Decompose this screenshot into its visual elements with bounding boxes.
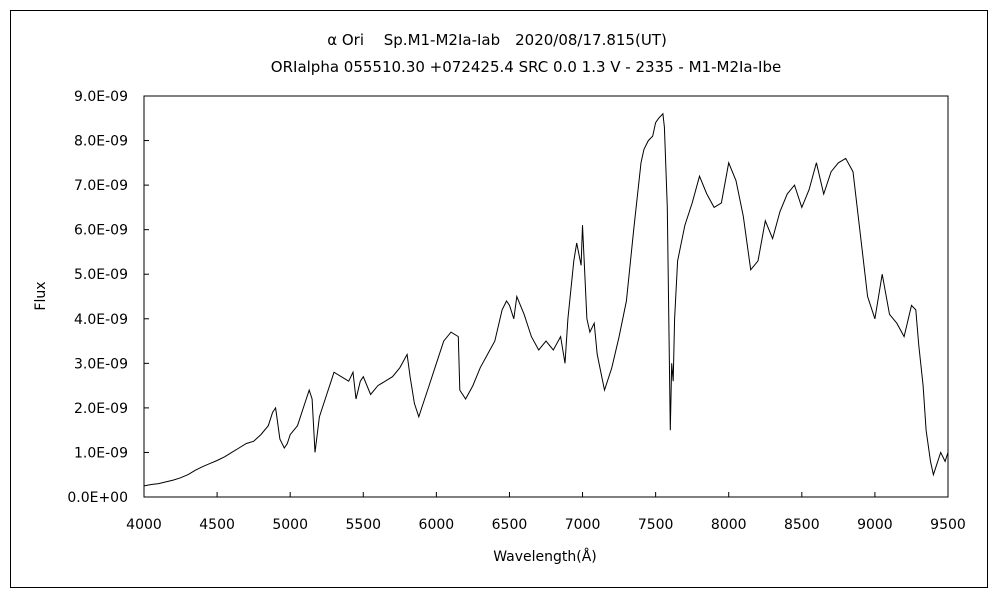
chart-title: α Ori Sp.M1-M2Ia-Iab 2020/08/17.815(UT) [327, 31, 667, 49]
x-axis: 4000 4500 5000 5500 6000 6500 7000 7500 8000 8500… [126, 492, 966, 533]
chart-frame [10, 10, 988, 588]
chart-subtitle: ORIalpha 055510.30 +072425.4 SRC 0.0 1.3… [271, 58, 781, 76]
y-tick-label: 6.0E-09 [74, 223, 128, 239]
x-tick-label: 4500 [199, 517, 235, 533]
spectrum-line [143, 112, 949, 487]
plot-area [143, 95, 949, 498]
x-tick-label: 9000 [857, 517, 893, 533]
y-tick-label: 0.0E+00 [67, 490, 128, 506]
y-axis-label: Flux [33, 281, 49, 310]
y-tick-label: 7.0E-09 [74, 178, 128, 194]
y-tick-label: 2.0E-09 [74, 401, 128, 417]
x-tick-label: 9500 [930, 517, 966, 533]
x-axis-label: Wavelength(Å) [493, 548, 597, 565]
x-tick-label: 4000 [126, 517, 162, 533]
x-tick-label: 8000 [711, 517, 747, 533]
x-tick-label: 5000 [272, 517, 308, 533]
x-tick-label: 6000 [419, 517, 455, 533]
y-tick-label: 1.0E-09 [74, 445, 128, 461]
y-tick-label: 4.0E-09 [74, 312, 128, 328]
y-axis: 0.0E+00 1.0E-09 2.0E-09 3.0E-09 4.0E-09 5.0E-… [67, 89, 149, 506]
y-tick-label: 5.0E-09 [74, 267, 128, 283]
y-tick-label: 9.0E-09 [74, 89, 128, 105]
y-tick-label: 3.0E-09 [74, 356, 128, 372]
x-tick-label: 5500 [345, 517, 381, 533]
y-tick-label: 8.0E-09 [74, 134, 128, 150]
x-tick-label: 7000 [565, 517, 601, 533]
x-tick-label: 7500 [638, 517, 674, 533]
x-tick-label: 8500 [784, 517, 820, 533]
x-tick-label: 6500 [492, 517, 528, 533]
